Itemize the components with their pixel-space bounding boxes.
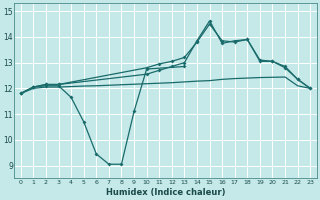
X-axis label: Humidex (Indice chaleur): Humidex (Indice chaleur) xyxy=(106,188,225,197)
